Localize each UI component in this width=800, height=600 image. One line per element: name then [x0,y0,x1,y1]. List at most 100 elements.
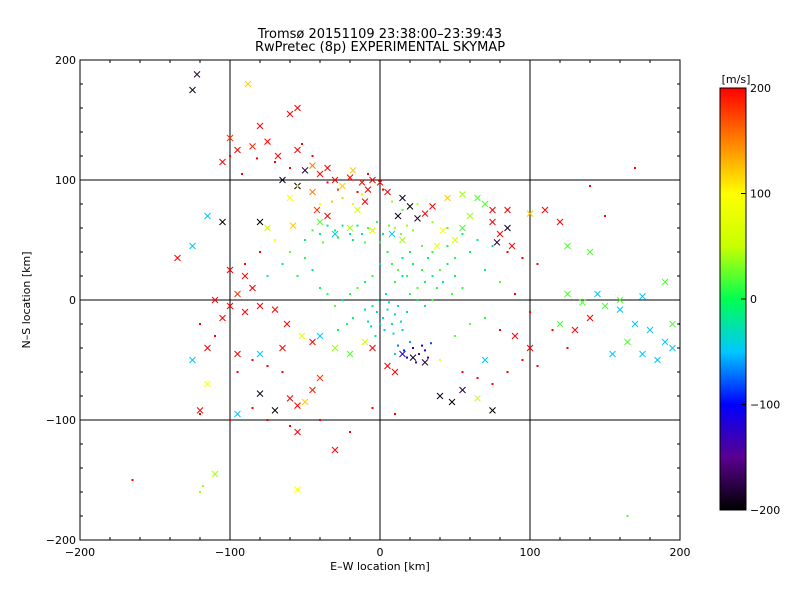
data-point-dot [367,173,369,175]
data-point-dot [322,241,324,244]
data-point-dot [379,263,381,265]
data-point-dot [551,329,554,331]
data-point-dot [202,485,204,487]
chart-title: Tromsø 20151109 23:38:00–23:39:43 [257,27,503,42]
data-point-x [669,320,676,328]
data-point-dot [281,371,284,373]
y-tick-label: 0 [69,294,76,307]
data-point-dot [319,203,321,205]
data-point-x [504,224,511,232]
data-point-dot [326,293,329,295]
data-point-x [271,407,279,414]
data-point-x [249,284,256,292]
data-point-dot [391,263,393,265]
data-point-dot [604,215,606,217]
data-point-x [219,314,226,322]
data-point-x [586,314,594,322]
data-point-x [294,146,301,154]
data-point-x [459,386,466,394]
data-points [131,71,680,517]
x-tick-label: −100 [215,546,245,559]
data-point-x [286,110,294,118]
data-point-x [394,212,402,220]
data-point-x [294,428,301,436]
data-point-x [594,290,601,298]
data-point-dot [385,293,387,295]
data-point-x [439,227,447,234]
data-point-dot [361,233,363,235]
data-point-x [346,350,354,358]
data-point-dot [424,305,426,307]
data-point-dot [391,323,393,325]
data-point-dot [394,227,396,229]
data-point-x [466,212,474,220]
data-point-x [316,218,324,226]
data-point-dot [536,365,539,367]
data-point-x [631,320,639,328]
data-point-dot [427,356,429,359]
data-point-dot [439,269,441,271]
data-point-x [324,164,331,172]
data-point-x [526,210,534,217]
data-point-dot [374,335,377,337]
data-point-dot [382,188,384,191]
data-point-x [654,356,661,364]
data-point-x [384,362,391,370]
data-point-dot [361,193,363,196]
data-point-dot [392,332,395,335]
data-point-dot [431,275,434,277]
data-point-x [241,272,249,280]
data-point-dot [386,251,389,253]
data-point-dot [469,323,471,325]
data-point-dot [442,281,444,283]
data-point-x [369,227,376,234]
x-axis-label: E–W location [km] [330,560,430,573]
data-point-x [316,374,324,382]
data-point-dot [431,221,434,223]
data-point-x [264,138,271,145]
data-point-x [639,293,646,300]
data-point-x [451,236,459,244]
data-point-x [234,146,241,154]
data-point-dot [403,349,405,352]
y-tick-label: −200 [46,534,76,547]
data-point-x [189,242,196,250]
data-point-dot [461,287,464,289]
data-point-dot [491,383,494,385]
data-point-dot [281,263,284,265]
data-point-x [609,350,616,358]
data-point-dot [476,239,479,241]
data-point-x [264,224,271,232]
data-point-x [298,332,306,340]
data-point-x [219,158,226,166]
x-tick-label: 0 [377,546,384,559]
data-point-x [489,206,496,214]
data-point-dot [319,419,321,421]
data-point-x [436,392,444,400]
data-point-dot [289,425,291,427]
data-point-x [226,134,234,142]
data-point-dot [341,224,344,227]
data-point-x [354,206,361,214]
data-point-x [474,194,481,202]
data-point-x [256,218,264,226]
data-point-dot [394,413,396,415]
data-point-dot [319,233,321,235]
data-point-dot [431,299,434,301]
data-point-dot [251,359,254,361]
data-point-dot [416,287,419,289]
data-point-dot [337,188,339,191]
data-point-dot [491,245,494,247]
data-point-dot [199,491,201,493]
data-point-x [376,179,384,186]
data-point-dot [521,359,524,361]
data-point-x [511,332,519,340]
colorbar-ticks: 200 100 0 −100 −200 [741,82,780,517]
data-point-dot [356,224,359,227]
data-point-dot [406,224,408,227]
data-point-dot [214,335,216,337]
axis-ticks: −200 −100 0 100 200 −200 −100 0 100 200 [46,54,691,559]
data-point-dot [301,143,303,145]
data-point-x [204,212,211,220]
data-point-dot [412,229,414,232]
